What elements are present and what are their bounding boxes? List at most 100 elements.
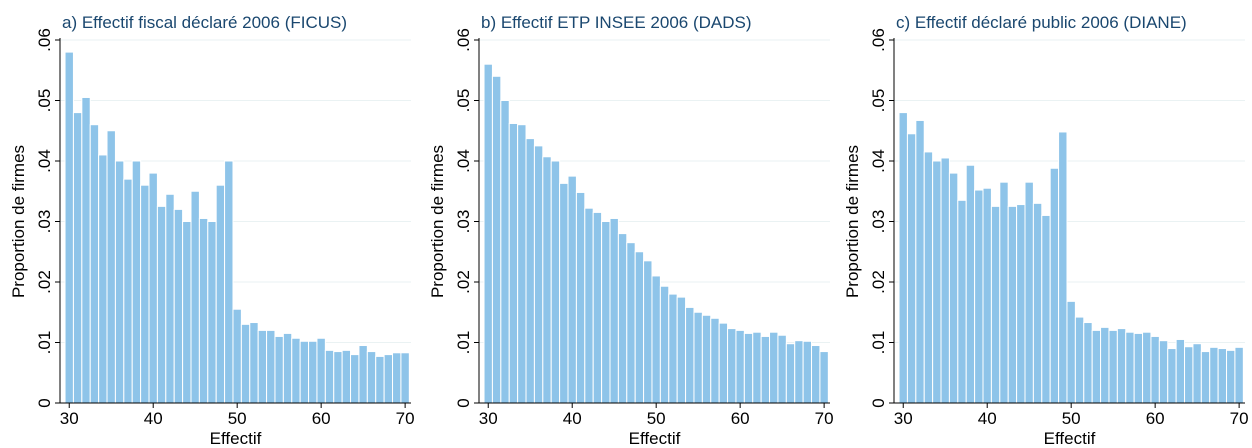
bar <box>1125 331 1135 404</box>
bar <box>72 112 83 404</box>
x-tick-label: 50 <box>1062 409 1081 428</box>
y-tick-label: 0 <box>35 398 54 407</box>
x-tick-label: 40 <box>978 409 997 428</box>
bar <box>207 221 217 404</box>
bar <box>668 293 678 404</box>
bar <box>266 329 276 404</box>
y-tick-label: .02 <box>454 270 473 294</box>
panel: 0 .01 .02 .03 .04 .05 .06 30 40 50 60 70 Effectif Pro… <box>428 13 834 448</box>
bar <box>324 349 335 404</box>
panel: 0 .01 .02 .03 .04 .05 .06 30 40 50 60 70 Effectif Pro… <box>843 13 1249 448</box>
bar <box>1024 181 1034 404</box>
y-tick-label: .05 <box>454 89 473 113</box>
bar <box>1007 205 1018 404</box>
bar <box>584 207 594 404</box>
bar <box>1142 331 1152 404</box>
bar <box>1133 332 1144 404</box>
bar <box>198 217 209 404</box>
bar <box>1192 343 1202 404</box>
bar <box>148 172 158 404</box>
bar <box>98 154 108 404</box>
bar <box>1167 348 1177 404</box>
bar <box>533 145 544 404</box>
bar <box>567 175 577 404</box>
y-tick-label: .01 <box>35 331 54 355</box>
bar <box>982 187 992 404</box>
chart-title: b) Effectif ETP INSEE 2006 (DADS) <box>481 13 752 32</box>
bar <box>392 352 402 404</box>
y-tick-label: .04 <box>454 149 473 173</box>
y-tick-label: .05 <box>35 89 54 113</box>
x-axis-label: Effectif <box>629 429 681 448</box>
bar <box>358 345 368 404</box>
bar <box>1234 346 1244 404</box>
bar <box>215 184 226 404</box>
bar <box>81 96 91 404</box>
bar <box>743 332 754 404</box>
bar <box>974 189 984 404</box>
x-axis-label: Effectif <box>210 429 262 448</box>
bar <box>508 122 519 404</box>
bar <box>592 211 603 404</box>
x-tick-label: 60 <box>1146 409 1165 428</box>
bar <box>923 151 934 404</box>
bar <box>224 160 234 404</box>
bar <box>1150 335 1160 404</box>
x-tick-label: 70 <box>815 409 834 428</box>
bar <box>811 345 821 404</box>
bar <box>617 233 628 404</box>
y-tick-label: .01 <box>454 331 473 355</box>
bar <box>383 354 394 404</box>
x-tick-label: 40 <box>563 409 582 428</box>
bar <box>1016 204 1026 404</box>
bar <box>794 340 804 404</box>
bar <box>1209 346 1219 404</box>
bar <box>659 285 670 404</box>
x-tick-label: 60 <box>731 409 750 428</box>
bar <box>140 184 150 404</box>
x-axis-label: Effectif <box>1044 429 1096 448</box>
chart-title: a) Effectif fiscal déclaré 2006 (FICUS) <box>62 13 347 32</box>
bar <box>990 205 1001 404</box>
y-tick-label: .06 <box>454 28 473 52</box>
x-tick-label: 70 <box>1230 409 1249 428</box>
bar <box>114 160 125 404</box>
bar <box>517 124 527 404</box>
bar <box>601 221 611 404</box>
bar <box>316 337 326 404</box>
bar <box>156 205 167 404</box>
bar <box>626 242 636 404</box>
bar <box>785 343 796 404</box>
bar <box>240 323 251 404</box>
bar <box>249 322 259 404</box>
bar <box>643 260 653 404</box>
x-tick-label: 50 <box>647 409 666 428</box>
y-tick-label: .06 <box>35 28 54 52</box>
bar <box>819 351 829 404</box>
bar <box>1158 340 1169 404</box>
bar <box>676 296 687 404</box>
y-axis-label: Proportion de firmes <box>9 145 28 298</box>
bar <box>1058 131 1068 404</box>
y-tick-label: .06 <box>869 28 888 52</box>
bar <box>898 112 908 404</box>
bar <box>1041 214 1051 404</box>
x-tick-label: 30 <box>894 409 913 428</box>
bar <box>1175 338 1186 404</box>
bar <box>693 311 703 404</box>
bar <box>165 193 175 404</box>
y-tick-label: .01 <box>869 331 888 355</box>
bar <box>685 306 695 404</box>
bar <box>1083 322 1093 404</box>
bar <box>752 331 762 404</box>
bar <box>366 351 377 404</box>
bar <box>131 160 142 404</box>
bar <box>1200 351 1211 404</box>
bar <box>190 190 200 404</box>
y-tick-label: 0 <box>869 398 888 407</box>
bar <box>182 221 192 404</box>
y-axis-label: Proportion de firmes <box>428 145 447 298</box>
y-tick-label: .03 <box>869 210 888 234</box>
bar <box>1091 329 1102 404</box>
y-axis-label: Proportion de firmes <box>843 145 862 298</box>
